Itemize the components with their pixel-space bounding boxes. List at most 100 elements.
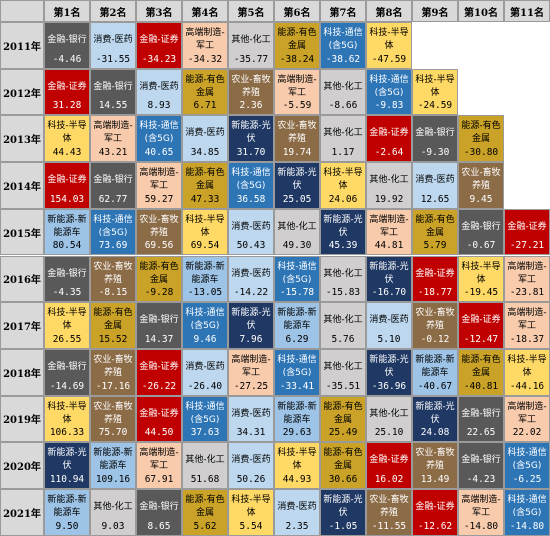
return-value: -31.55	[95, 53, 131, 65]
sector-name: 其他-化工	[323, 128, 363, 139]
sector-name: 高端制造- 军工	[369, 214, 409, 238]
return-value: 50.26	[236, 473, 266, 485]
sector-name: 新能源-光 伏	[323, 214, 363, 238]
return-value: -23.81	[509, 287, 545, 299]
return-value: -0.12	[420, 333, 450, 345]
return-value: -1.05	[328, 520, 358, 532]
sector-name: 新能源-光 伏	[415, 401, 455, 425]
return-value: -27.25	[233, 380, 269, 392]
sector-cell: 高端制造- 军工 -27.25	[228, 348, 274, 396]
return-value: 44.50	[144, 427, 174, 439]
return-value: 49.30	[282, 240, 312, 252]
sector-name: 其他-化工	[323, 315, 363, 326]
sector-cell: 科技-通信 (含5G) 36.58	[228, 162, 274, 209]
sector-cell: 金融-证券 -12.62	[412, 489, 458, 536]
sector-cell: 新能源-新 能源车 109.16	[90, 442, 136, 489]
sector-cell: 新能源-光 伏 7.96	[228, 302, 274, 349]
sector-name: 金融-银行	[93, 81, 133, 92]
rank-header: 第4名	[182, 0, 228, 22]
return-value: -35.77	[233, 53, 269, 65]
sector-cell: 消费-医药 34.85	[182, 115, 228, 163]
return-value: 5.54	[239, 520, 263, 532]
sector-name: 金融-证券	[139, 408, 179, 419]
return-value: 2.35	[285, 520, 309, 532]
sector-cell: 金融-证券 -12.47	[458, 302, 504, 349]
return-value: 62.77	[98, 193, 128, 205]
sector-cell: 能源-有色 金属 5.79	[412, 208, 458, 256]
sector-name: 能源-有色 金属	[139, 261, 179, 285]
sector-cell: 新能源-光 伏 45.39	[320, 208, 366, 256]
sector-cell: 其他-化工 19.92	[366, 162, 412, 209]
rank-header: 第2名	[90, 0, 136, 22]
sector-name: 新能源-光 伏	[231, 121, 271, 145]
return-value: 43.21	[98, 147, 128, 159]
year-label: 2012年	[0, 68, 44, 116]
sector-name: 金融-证券	[415, 268, 455, 279]
sector-name: 高端制造- 军工	[231, 354, 271, 378]
sector-cell: 科技-半导 体 24.06	[320, 162, 366, 209]
return-value: 40.65	[144, 147, 174, 159]
return-value: 14.55	[98, 100, 128, 112]
sector-cell: 高端制造- 军工 -18.37	[504, 302, 550, 349]
sector-cell: 消费-医药 2.35	[274, 489, 320, 536]
sector-cell: 科技-通信 (含5G) -14.80	[504, 489, 550, 536]
return-value: 25.05	[282, 193, 312, 205]
return-value: 30.66	[328, 473, 358, 485]
sector-cell: 金融-银行 14.37	[136, 302, 182, 349]
sector-cell: 能源-有色 金属 47.33	[182, 162, 228, 209]
sector-cell: 农业-畜牧 养殖 -0.12	[412, 302, 458, 349]
sector-cell: 金融-证券 154.03	[44, 162, 90, 209]
sector-cell: 高端制造- 军工 -5.59	[274, 68, 320, 116]
sector-cell: 新能源-新 能源车 9.50	[44, 489, 90, 536]
sector-name: 金融-银行	[47, 35, 87, 45]
sector-cell: 金融-银行 -4.46	[44, 22, 90, 69]
sector-cell: 农业-畜牧 养殖 69.56	[136, 208, 182, 256]
sector-name: 能源-有色 金属	[185, 74, 225, 98]
return-value: -4.23	[466, 473, 496, 485]
sector-cell: 金融-银行 14.55	[90, 68, 136, 116]
return-value: -24.59	[417, 100, 453, 112]
return-value: 12.65	[420, 193, 450, 205]
sector-cell: 消费-医药 -14.22	[228, 255, 274, 303]
sector-name: 农业-畜牧 养殖	[415, 308, 455, 332]
sector-name: 其他-化工	[323, 361, 363, 372]
sector-cell: 新能源-光 伏 -16.70	[366, 255, 412, 303]
sector-name: 金融-银行	[415, 128, 455, 139]
return-value: -15.83	[325, 287, 361, 299]
return-value: 6.71	[193, 100, 217, 112]
sector-cell: 能源-有色 金属 15.52	[90, 302, 136, 349]
sector-name: 科技-半导 体	[47, 401, 87, 425]
return-value: 24.06	[328, 193, 358, 205]
sector-cell: 高端制造- 军工 -34.32	[182, 22, 228, 69]
return-value: 154.03	[49, 193, 85, 205]
year-label: 2017年	[0, 302, 44, 349]
sector-cell: 科技-通信 (含5G) -15.78	[274, 255, 320, 303]
sector-name: 高端制造- 军工	[139, 168, 179, 192]
sector-name: 科技-通信 (含5G)	[507, 448, 547, 472]
return-value: -8.66	[328, 100, 358, 112]
sector-cell: 科技-半导 体 -44.16	[504, 348, 550, 396]
sector-cell: 其他-化工 5.76	[320, 302, 366, 349]
return-value: 26.55	[52, 333, 82, 345]
sector-name: 金融-证券	[461, 315, 501, 326]
return-value: 6.29	[285, 333, 309, 345]
sector-name: 高端制造- 军工	[507, 308, 547, 332]
sector-cell: 农业-畜牧 养殖 -17.16	[90, 348, 136, 396]
sector-name: 其他-化工	[369, 408, 409, 419]
sector-cell: 消费-医药 50.26	[228, 442, 274, 489]
sector-name: 新能源-新 能源车	[277, 308, 317, 332]
sector-cell: 科技-半导 体 -24.59	[412, 68, 458, 116]
sector-cell: 科技-通信 (含5G) -33.41	[274, 348, 320, 396]
sector-cell: 其他-化工 51.68	[182, 442, 228, 489]
rank-header: 第9名	[412, 0, 458, 22]
sector-cell: 金融-银行 -4.23	[458, 442, 504, 489]
return-value: -19.45	[463, 287, 499, 299]
sector-name: 消费-医药	[185, 361, 225, 372]
sector-name: 金融-证券	[415, 502, 455, 512]
sector-cell: 新能源-新 能源车 -40.67	[412, 348, 458, 396]
sector-cell: 其他-化工 -15.83	[320, 255, 366, 303]
sector-cell: 科技-通信 (含5G) 9.46	[182, 302, 228, 349]
sector-name: 科技-通信 (含5G)	[139, 121, 179, 145]
return-value: 9.45	[469, 193, 493, 205]
return-value: 13.49	[420, 473, 450, 485]
